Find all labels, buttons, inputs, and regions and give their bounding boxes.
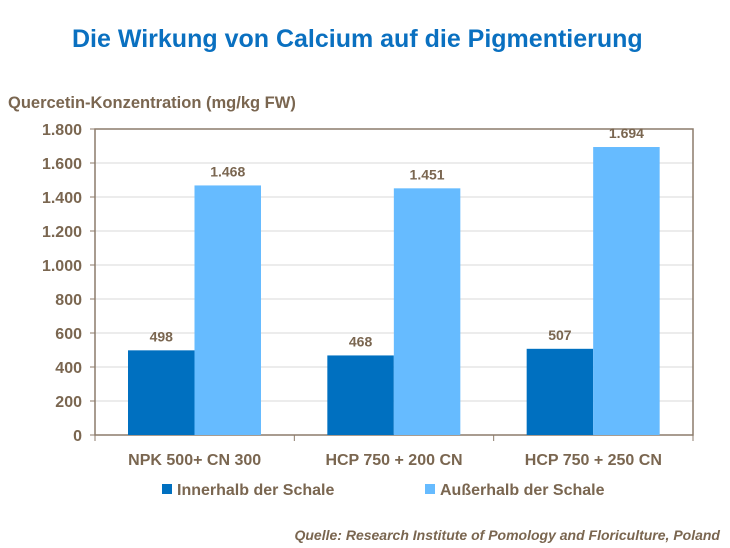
data-label: 1.451 — [410, 166, 445, 182]
bar-outside — [393, 188, 461, 435]
y-tick-label: 1.800 — [42, 122, 82, 139]
legend-swatch — [425, 484, 435, 494]
y-tick-label: 0 — [73, 428, 82, 445]
data-label: 507 — [548, 327, 572, 343]
data-label: 1.468 — [210, 163, 245, 179]
x-tick-label: HCP 750 + 200 CN — [325, 452, 462, 469]
y-tick-label: 400 — [55, 360, 82, 377]
legend-swatch — [162, 484, 172, 494]
y-tick-label: 1.400 — [42, 190, 82, 207]
bar-outside — [593, 147, 660, 435]
chart-title: Die Wirkung von Calcium auf die Pigmenti… — [72, 25, 643, 53]
legend-label: Außerhalb der Schale — [440, 482, 605, 499]
source-note: Quelle: Research Institute of Pomology a… — [294, 527, 720, 543]
y-tick-label: 800 — [55, 292, 82, 309]
y-tick-label: 600 — [55, 326, 82, 343]
data-label: 468 — [349, 333, 373, 349]
y-tick-label: 1.600 — [42, 156, 82, 173]
y-axis-label: Quercetin-Konzentration (mg/kg FW) — [8, 94, 296, 112]
x-tick-label: HCP 750 + 250 CN — [525, 452, 662, 469]
y-tick-label: 1.200 — [42, 224, 82, 241]
data-label: 498 — [150, 328, 174, 344]
data-label: 1.694 — [609, 125, 644, 141]
bar-outside — [194, 185, 261, 435]
bar-inside — [526, 348, 594, 435]
legend-label: Innerhalb der Schale — [177, 482, 334, 499]
bar-inside — [128, 350, 195, 435]
y-tick-label: 1.000 — [42, 258, 82, 275]
bar-inside — [327, 355, 394, 435]
y-tick-label: 200 — [55, 394, 82, 411]
x-tick-label: NPK 500+ CN 300 — [128, 452, 261, 469]
